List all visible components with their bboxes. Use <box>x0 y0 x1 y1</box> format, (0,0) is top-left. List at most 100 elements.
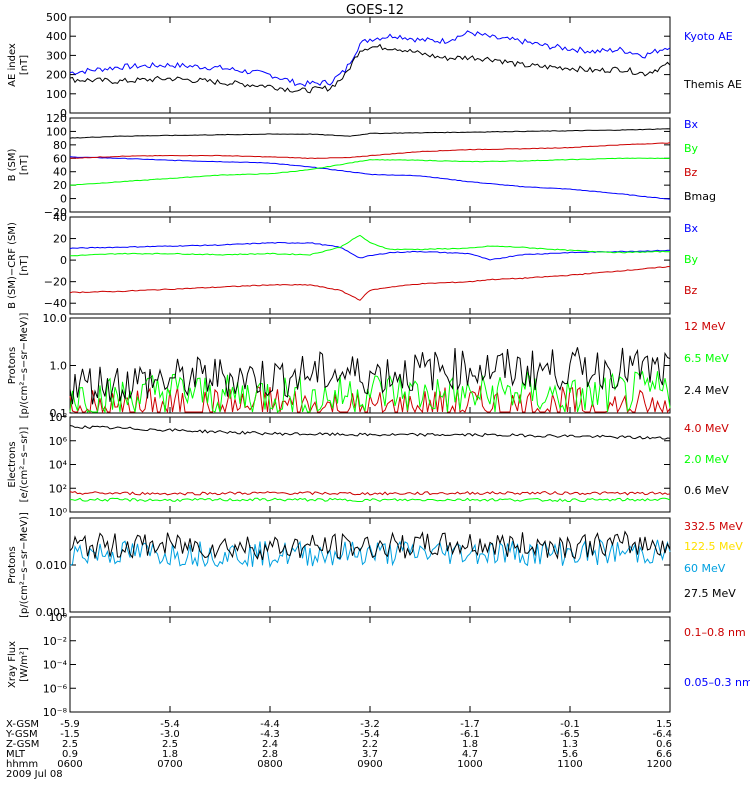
y-tick-label: 40 <box>53 166 67 179</box>
legend-entry: 332.5 MeV <box>684 520 743 533</box>
y-axis-label: [nT] <box>19 255 30 275</box>
panel-ae: 0 100 200 300 400 500 AE index [nT] Kyoto AE Them… <box>7 11 742 120</box>
y-tick-label: −20 <box>44 276 67 289</box>
x-axis-row-label: MLT <box>6 749 26 760</box>
y-tick-label: 200 <box>46 69 67 82</box>
panel-frame <box>69 216 671 315</box>
series-line-electrons-1 <box>69 497 671 503</box>
y-tick-label: 120 <box>46 112 67 125</box>
y-tick-label: 1.0 <box>50 360 68 373</box>
legend-entry: Bz <box>684 166 698 179</box>
x-axis-value: -3.2 <box>360 719 380 730</box>
legend-entry: 12 MeV <box>684 320 726 333</box>
x-axis-value: -0.1 <box>560 719 580 730</box>
x-axis-value: -5.4 <box>160 719 180 730</box>
x-axis-value: 1.8 <box>462 739 478 750</box>
series-line-bdiff-2 <box>69 266 671 301</box>
y-tick-label: 500 <box>46 11 67 24</box>
y-axis-label: [nT] <box>19 155 30 175</box>
legend-entry: 2.0 MeV <box>684 453 729 466</box>
legend-entry: Kyoto AE <box>684 30 733 43</box>
legend-entry: 4.0 MeV <box>684 422 729 435</box>
x-axis-value: -3.0 <box>160 729 180 740</box>
y-tick-label: 0.010 <box>36 559 68 572</box>
x-axis-value: 6.6 <box>656 749 672 760</box>
panel-protons_high: 0.001 0.010 Protons [p/(cm²−s−sr−MeV)] 332.5… <box>7 512 743 619</box>
series-line-bsm-1 <box>70 157 671 186</box>
series-line-bsm-3 <box>69 128 671 139</box>
legend-entry: 6.5 MeV <box>684 352 729 365</box>
x-axis-value: 2.5 <box>162 739 178 750</box>
x-axis-value: 4.7 <box>462 749 478 760</box>
x-axis-value: -5.9 <box>60 719 80 730</box>
y-tick-label: 100 <box>46 88 67 101</box>
panel-frame <box>69 616 671 713</box>
y-tick-label: 100 <box>46 125 67 138</box>
x-axis-value: 0.6 <box>656 739 672 750</box>
series-line-ae-0 <box>69 30 671 87</box>
legend-entry: 2.4 MeV <box>684 384 729 397</box>
x-axis-value: 2.4 <box>262 739 278 750</box>
x-axis-value: -1.7 <box>460 719 480 730</box>
legend-entry: Bmag <box>684 190 716 203</box>
y-tick-label: −20 <box>44 206 67 219</box>
x-axis-value: 1.8 <box>162 749 178 760</box>
x-axis-value: 0600 <box>57 759 82 770</box>
x-axis-value: 1.5 <box>656 719 672 730</box>
y-axis-label: Protons <box>7 546 18 583</box>
y-axis-label: Electrons <box>7 441 18 487</box>
legend-entry: Themis AE <box>683 78 742 91</box>
y-axis-label: B (SM)−CRF (SM) <box>7 222 18 309</box>
legend-entry: By <box>684 253 699 266</box>
legend-entry: 122.5 MeV <box>684 540 743 553</box>
x-axis-value: -6.5 <box>560 729 580 740</box>
y-tick-label: 10⁻⁴ <box>43 659 68 672</box>
legend-entry: By <box>684 142 699 155</box>
x-axis-value: -5.4 <box>360 729 380 740</box>
x-axis-row-label: X-GSM <box>6 719 39 730</box>
x-axis-value: -4.3 <box>260 729 280 740</box>
x-axis-value: 1000 <box>457 759 482 770</box>
y-tick-label: 10⁰ <box>49 611 68 624</box>
y-tick-label: 10⁴ <box>49 459 68 472</box>
y-axis-label: [nT] <box>19 55 30 75</box>
series-line-protons_low-0 <box>69 385 671 414</box>
x-axis-value: 2.2 <box>362 739 378 750</box>
y-tick-label: 10⁶ <box>49 435 68 448</box>
panel-frame <box>69 317 671 414</box>
legend-entry: 0.1–0.8 nm <box>684 626 746 639</box>
y-tick-label: 0.001 <box>36 606 68 619</box>
y-tick-label: 20 <box>53 179 67 192</box>
series-line-bsm-0 <box>69 156 671 200</box>
x-axis-value: 0900 <box>357 759 382 770</box>
x-axis-value: 3.7 <box>362 749 378 760</box>
x-axis-value: 2.5 <box>62 739 78 750</box>
panel-frame <box>69 517 671 613</box>
y-tick-label: 80 <box>53 139 67 152</box>
x-axis-value: 2.8 <box>262 749 278 760</box>
x-axis-row-label: Z-GSM <box>6 739 39 750</box>
panel-xray: 10⁻⁸ 10⁻⁶ 10⁻⁴ 10⁻² 10⁰ Xray Flux [W/m²] 0.1–0.… <box>7 611 750 719</box>
x-axis-value: -6.4 <box>652 729 672 740</box>
panel-electrons: 10⁰ 10² 10⁴ 10⁶ 10⁸ Electrons [e/(cm²−s−sr)] 4.… <box>7 411 729 519</box>
x-axis-value: 1200 <box>647 759 672 770</box>
x-axis-row-label: 2009 Jul 08 <box>6 769 63 780</box>
y-tick-label: 40 <box>53 211 67 224</box>
figure-title: GOES-12 <box>346 3 404 18</box>
panel-bdiff: −40 −20 0 20 40 B (SM)−CRF (SM) [nT] Bx By Bz <box>7 211 699 315</box>
panel-frame <box>69 416 671 513</box>
y-axis-label: [W/m²] <box>19 647 30 682</box>
x-axis-value: 0.9 <box>62 749 78 760</box>
y-tick-label: −40 <box>44 297 67 310</box>
series-line-protons_high-3 <box>69 530 671 561</box>
y-tick-label: 10⁻⁶ <box>43 682 68 695</box>
x-axis-row-label: Y-GSM <box>5 729 38 740</box>
y-tick-label: 10.0 <box>43 312 68 325</box>
series-line-electrons-0 <box>69 490 671 496</box>
y-axis-label: Xray Flux <box>7 641 18 688</box>
y-axis-label: AE index <box>7 43 18 87</box>
series-line-protons_low-1 <box>69 370 671 414</box>
